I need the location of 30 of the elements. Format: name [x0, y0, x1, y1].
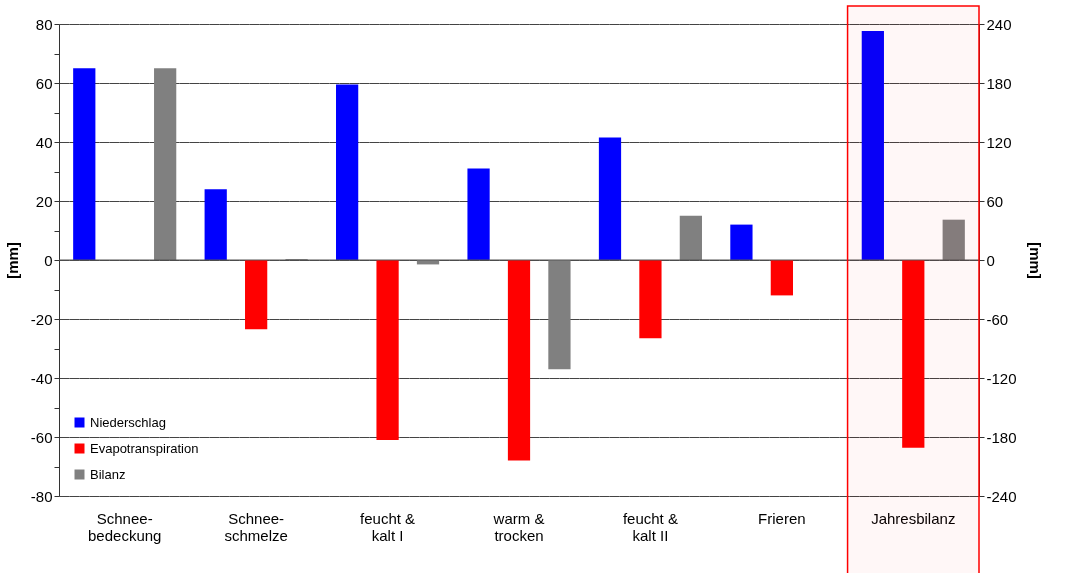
- x-tick-label: feucht & kalt I: [360, 509, 416, 544]
- x-tick-label: feucht & kalt II: [622, 509, 678, 544]
- y-tick-label: 40: [35, 133, 53, 151]
- legend-label: Evapotranspiration: [90, 440, 199, 456]
- y-axis-title: [mm]: [3, 242, 21, 279]
- y2-tick-label: 240: [986, 15, 1012, 33]
- x-tick-label: Schnee- schmelze: [224, 509, 288, 544]
- legend-label: Niederschlag: [90, 414, 166, 430]
- y2-tick-label: 0: [986, 251, 995, 269]
- y2-axis-title: [mm]: [1026, 242, 1044, 279]
- x-tick-label: Schnee- bedeckung: [88, 509, 162, 544]
- legend-label: Bilanz: [90, 466, 126, 482]
- y-tick-label: 20: [35, 192, 53, 210]
- y2-tick-label: -240: [986, 487, 1017, 505]
- y-tick-label: 0: [44, 251, 53, 269]
- y-tick-label: -40: [30, 369, 53, 387]
- y2-tick-label: 60: [986, 192, 1004, 210]
- y-tick-label: 60: [35, 74, 53, 92]
- y2-tick-label: -60: [986, 310, 1009, 328]
- y-tick-label: -20: [30, 310, 53, 328]
- y-tick-label: -60: [30, 428, 53, 446]
- y-tick-label: -80: [30, 487, 53, 505]
- y2-tick-label: 120: [986, 133, 1012, 151]
- y2-tick-label: -120: [986, 369, 1017, 387]
- x-tick-label: Frieren: [758, 509, 806, 527]
- x-tick-label: warm & trocken: [492, 509, 545, 544]
- x-tick-label: Jahresbilanz: [871, 509, 956, 527]
- y-tick-label: 80: [35, 15, 53, 33]
- y2-tick-label: -180: [986, 428, 1017, 446]
- y2-tick-label: 180: [986, 74, 1012, 92]
